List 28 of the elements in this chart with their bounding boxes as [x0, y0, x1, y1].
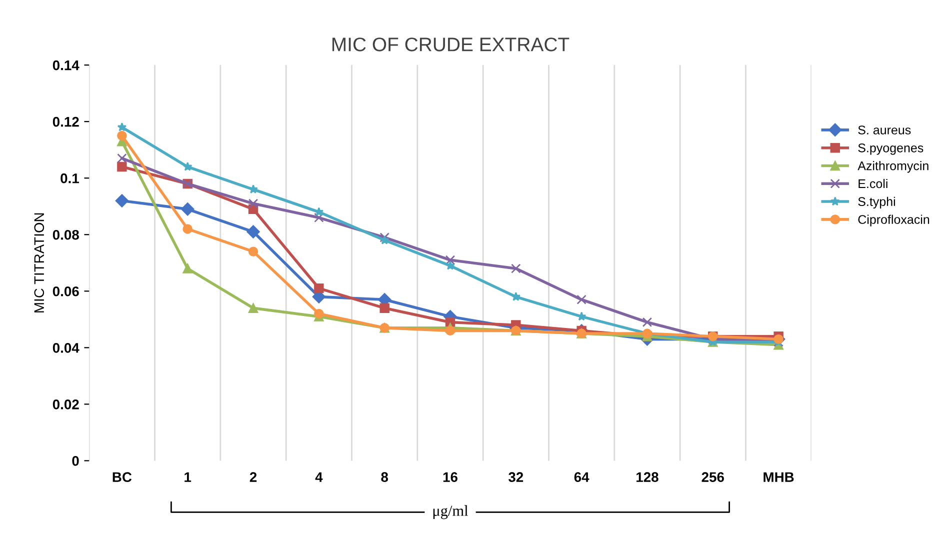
y-tick-label: 0.14: [52, 60, 80, 70]
legend-label: Azithromycin: [858, 161, 928, 173]
legend-label: Ciprofloxacin: [858, 214, 930, 226]
x-tick-label: 8: [381, 472, 388, 482]
y-tick-label: 0.06: [52, 286, 79, 296]
y-tick-label: 0.12: [52, 116, 79, 127]
x-tick-label: 64: [574, 472, 590, 482]
legend-label: S.pyogenes: [858, 143, 924, 155]
legend-label: S. aureus: [858, 126, 911, 134]
x-tick-label: 2: [250, 472, 257, 482]
y-tick-label: 0.1: [60, 173, 80, 184]
y-tick-label: 0: [72, 456, 79, 466]
legend-label: S.typhi: [858, 196, 895, 209]
x-tick-label: MHB: [764, 472, 794, 482]
x-tick-label: 32: [508, 472, 524, 482]
x-tick-label: 128: [636, 472, 658, 482]
text: μg/ml: [433, 505, 468, 520]
y-axis-title: MIC TITRATION: [34, 213, 44, 312]
x-tick-label: BC: [112, 472, 132, 482]
chart-title: MIC OF CRUDE EXTRACT: [332, 38, 570, 52]
x-tick-label: 16: [443, 472, 458, 482]
y-tick-label: 0.04: [52, 342, 80, 353]
legend-label: E.coli: [858, 178, 888, 188]
x-tick-label: 1: [184, 472, 192, 482]
x-tick-label: 256: [702, 472, 724, 482]
y-tick-label: 0.02: [52, 400, 79, 410]
y-tick-label: 0.08: [52, 230, 79, 240]
x-tick-label: 4: [315, 472, 323, 482]
